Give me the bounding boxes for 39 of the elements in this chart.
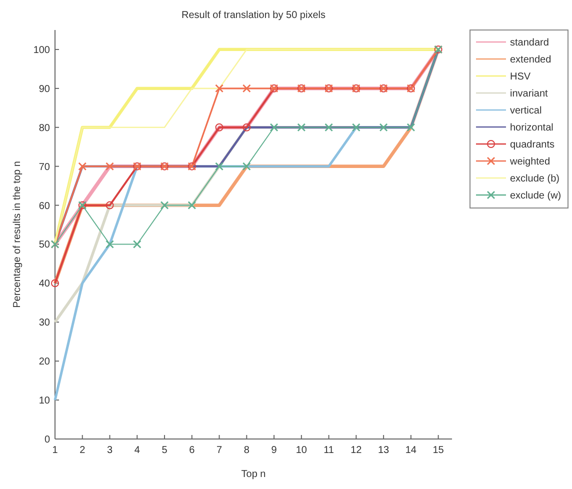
y-tick-label: 90 <box>38 84 50 95</box>
x-tick-label: 1 <box>52 445 58 456</box>
x-tick-label: 11 <box>324 445 334 456</box>
y-tick-label: 100 <box>33 44 50 56</box>
x-tick-label: 13 <box>378 445 390 456</box>
x-tick-label: 14 <box>405 445 417 456</box>
legend-label: standard <box>510 38 549 48</box>
y-tick-label: 70 <box>38 162 50 173</box>
y-tick-label: 10 <box>38 396 50 407</box>
y-tick-label: 80 <box>38 122 50 134</box>
legend-label: quadrants <box>510 140 554 150</box>
x-tick-label: 3 <box>106 445 113 456</box>
x-tick-label: 12 <box>350 445 362 456</box>
legend-label: exclude (w) <box>510 190 562 202</box>
x-tick-label: 9 <box>271 445 278 456</box>
x-tick-label: 6 <box>189 445 196 456</box>
legend-label: HSV <box>510 72 531 82</box>
legend-label: horizontal <box>510 122 554 134</box>
x-tick-label: 8 <box>244 445 250 456</box>
y-tick-label: 0 <box>44 434 50 446</box>
y-axis-title: Percentage of results in the top n <box>12 161 23 308</box>
legend-label: extended <box>510 54 552 66</box>
x-tick-label: 5 <box>162 445 168 456</box>
x-tick-label: 15 <box>432 445 444 456</box>
legend-label: invariant <box>510 88 548 100</box>
legend-label: exclude (b) <box>510 174 560 184</box>
y-tick-label: 30 <box>38 318 50 329</box>
y-tick-label: 20 <box>38 356 50 368</box>
x-tick-label: 2 <box>80 445 86 456</box>
x-axis-title: Top n <box>241 469 266 480</box>
legend-label: weighted <box>509 156 550 168</box>
legend-label: vertical <box>510 106 542 116</box>
x-tick-label: 7 <box>216 445 222 456</box>
x-tick-label: 10 <box>296 445 308 456</box>
y-tick-label: 60 <box>38 200 50 212</box>
x-tick-label: 4 <box>134 445 140 456</box>
y-tick-label: 50 <box>38 240 50 251</box>
chart-title: Result of translation by 50 pixels <box>182 10 326 21</box>
y-tick-label: 40 <box>38 278 50 290</box>
